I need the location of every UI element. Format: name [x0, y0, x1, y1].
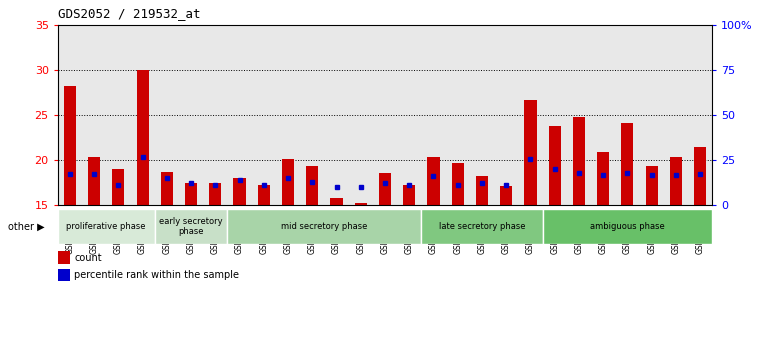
Text: other ▶: other ▶: [8, 222, 45, 232]
Bar: [306, 166, 318, 205]
Text: early secretory
phase: early secretory phase: [159, 217, 223, 236]
Bar: [476, 176, 488, 205]
Bar: [227, 209, 421, 244]
Bar: [136, 70, 149, 205]
Bar: [452, 163, 464, 205]
Bar: [597, 152, 609, 205]
Bar: [379, 173, 391, 205]
Bar: [670, 156, 682, 205]
Bar: [58, 269, 69, 281]
Bar: [112, 169, 125, 205]
Bar: [645, 166, 658, 205]
Bar: [58, 251, 69, 264]
Bar: [355, 202, 367, 205]
Bar: [88, 158, 100, 205]
Bar: [64, 86, 76, 205]
Text: late secretory phase: late secretory phase: [439, 222, 525, 231]
Bar: [548, 126, 561, 205]
Bar: [403, 185, 415, 205]
Bar: [282, 159, 294, 205]
Bar: [621, 123, 634, 205]
Bar: [233, 178, 246, 205]
Bar: [330, 198, 343, 205]
Bar: [427, 156, 440, 205]
Text: count: count: [74, 253, 102, 263]
Bar: [58, 209, 155, 244]
Bar: [543, 209, 712, 244]
Bar: [209, 183, 222, 205]
Text: ambiguous phase: ambiguous phase: [590, 222, 665, 231]
Bar: [258, 185, 269, 205]
Bar: [161, 172, 173, 205]
Text: mid secretory phase: mid secretory phase: [281, 222, 367, 231]
Bar: [500, 186, 512, 205]
Text: percentile rank within the sample: percentile rank within the sample: [74, 270, 239, 280]
Bar: [421, 209, 543, 244]
Bar: [694, 147, 706, 205]
Bar: [185, 183, 197, 205]
Bar: [573, 117, 585, 205]
Text: GDS2052 / 219532_at: GDS2052 / 219532_at: [58, 7, 200, 20]
Text: proliferative phase: proliferative phase: [66, 222, 146, 231]
Bar: [524, 100, 537, 205]
Bar: [155, 209, 227, 244]
